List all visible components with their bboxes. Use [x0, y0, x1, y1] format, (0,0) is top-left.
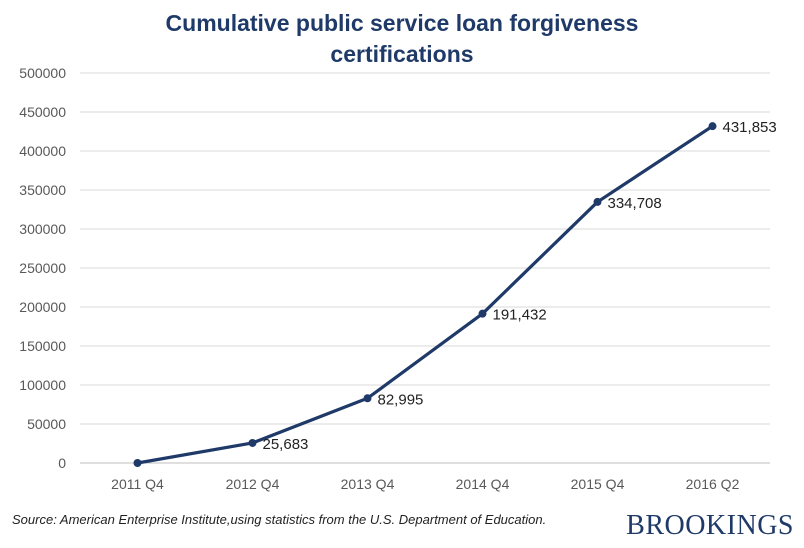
data-point	[593, 197, 602, 206]
y-axis: 0 50000 100000 150000 200000 250000 300000 3500…	[19, 65, 66, 471]
y-tick-label: 50000	[27, 416, 66, 432]
data-labels: 25,683 82,995 191,432 334,708 431,853	[263, 119, 777, 453]
x-tick-label: 2012 Q4	[226, 476, 280, 492]
chart-title: Cumulative public service loan forgivene…	[0, 8, 804, 70]
x-tick-label: 2011 Q4	[111, 476, 164, 492]
data-point	[133, 459, 142, 467]
chart-title-line-1: Cumulative public service loan forgivene…	[165, 10, 639, 36]
data-label: 82,995	[378, 391, 424, 408]
x-tick-label: 2014 Q4	[456, 476, 510, 492]
data-label: 334,708	[608, 195, 662, 212]
series	[133, 122, 717, 467]
data-label: 431,853	[723, 119, 777, 136]
x-axis: 2011 Q4 2012 Q4 2013 Q4 2014 Q4 2015 Q4 2016 …	[111, 476, 739, 492]
data-label: 191,432	[493, 307, 547, 324]
chart-title-line-2: certifications	[330, 41, 474, 67]
brookings-logo: BROOKINGS	[626, 510, 794, 541]
source-note: Source: American Enterprise Institute,us…	[12, 512, 547, 527]
data-point	[363, 394, 372, 403]
y-tick-label: 150000	[19, 338, 66, 354]
y-tick-label: 200000	[19, 299, 66, 315]
y-tick-label: 100000	[19, 377, 66, 393]
y-tick-label: 400000	[19, 143, 66, 159]
data-point	[478, 309, 487, 318]
y-tick-label: 0	[58, 455, 66, 471]
y-tick-label: 350000	[19, 182, 66, 198]
y-tick-label: 450000	[19, 104, 66, 120]
y-tick-label: 300000	[19, 221, 66, 237]
data-label: 25,683	[263, 436, 309, 453]
x-tick-label: 2016 Q2	[686, 476, 740, 492]
data-point	[248, 438, 257, 447]
y-tick-label: 250000	[19, 260, 66, 276]
series-line	[137, 124, 714, 465]
y-tick-label: 500000	[19, 65, 66, 81]
x-tick-label: 2015 Q4	[571, 476, 625, 492]
x-tick-label: 2013 Q4	[341, 476, 395, 492]
data-point	[708, 122, 717, 131]
gridlines	[80, 72, 770, 464]
